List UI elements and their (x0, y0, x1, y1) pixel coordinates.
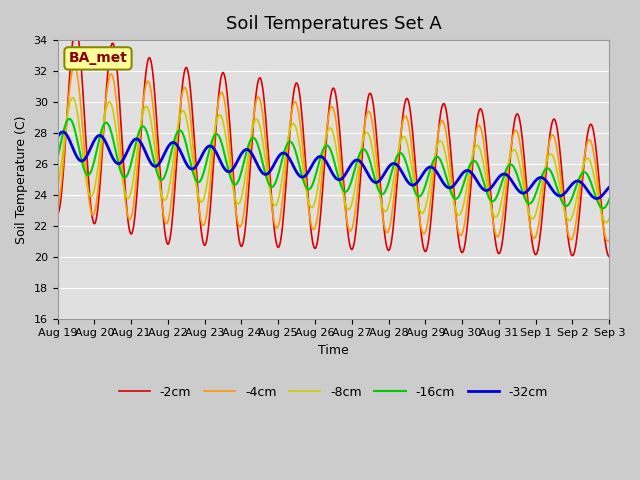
-8cm (417, 210, 425, 216)
-4cm (417, 225, 425, 231)
-32cm (206, 143, 214, 149)
-8cm (206, 158, 214, 164)
-16cm (63, 117, 71, 123)
-32cm (59, 129, 67, 135)
-16cm (65, 116, 73, 121)
-4cm (54, 206, 61, 212)
-8cm (401, 135, 409, 141)
-2cm (72, 26, 80, 32)
-4cm (604, 238, 612, 244)
Line: -8cm: -8cm (58, 97, 609, 223)
-16cm (54, 155, 61, 161)
-32cm (401, 175, 409, 180)
-2cm (417, 231, 425, 237)
Y-axis label: Soil Temperature (C): Soil Temperature (C) (15, 115, 28, 244)
Line: -4cm: -4cm (58, 66, 609, 241)
-8cm (121, 190, 129, 196)
-16cm (121, 175, 129, 180)
Line: -32cm: -32cm (58, 132, 609, 199)
-2cm (121, 185, 129, 191)
-4cm (121, 195, 129, 201)
-32cm (65, 135, 72, 141)
X-axis label: Time: Time (318, 344, 349, 357)
-32cm (121, 153, 129, 159)
-4cm (70, 63, 78, 69)
-4cm (605, 237, 613, 242)
-2cm (605, 254, 613, 260)
-4cm (177, 97, 185, 103)
-2cm (401, 99, 409, 105)
Line: -16cm: -16cm (58, 119, 609, 208)
-4cm (63, 108, 71, 114)
Text: BA_met: BA_met (68, 51, 127, 65)
-4cm (206, 180, 214, 185)
Title: Soil Temperatures Set A: Soil Temperatures Set A (225, 15, 441, 33)
-8cm (605, 215, 613, 221)
-8cm (69, 95, 77, 100)
-16cm (401, 157, 409, 163)
-16cm (417, 192, 425, 198)
-32cm (54, 134, 61, 140)
-8cm (63, 112, 71, 118)
-16cm (605, 197, 613, 203)
-2cm (177, 96, 185, 102)
Legend: -2cm, -4cm, -8cm, -16cm, -32cm: -2cm, -4cm, -8cm, -16cm, -32cm (113, 381, 553, 404)
-32cm (417, 174, 425, 180)
-32cm (605, 184, 613, 190)
-2cm (54, 211, 61, 216)
-4cm (401, 113, 409, 119)
-16cm (177, 128, 185, 134)
-2cm (63, 105, 71, 111)
-32cm (177, 150, 185, 156)
-8cm (54, 185, 61, 191)
-2cm (206, 206, 214, 212)
-16cm (599, 205, 607, 211)
-32cm (593, 196, 601, 202)
-16cm (206, 144, 214, 150)
-8cm (177, 110, 185, 116)
Line: -2cm: -2cm (58, 29, 609, 257)
-8cm (602, 220, 610, 226)
